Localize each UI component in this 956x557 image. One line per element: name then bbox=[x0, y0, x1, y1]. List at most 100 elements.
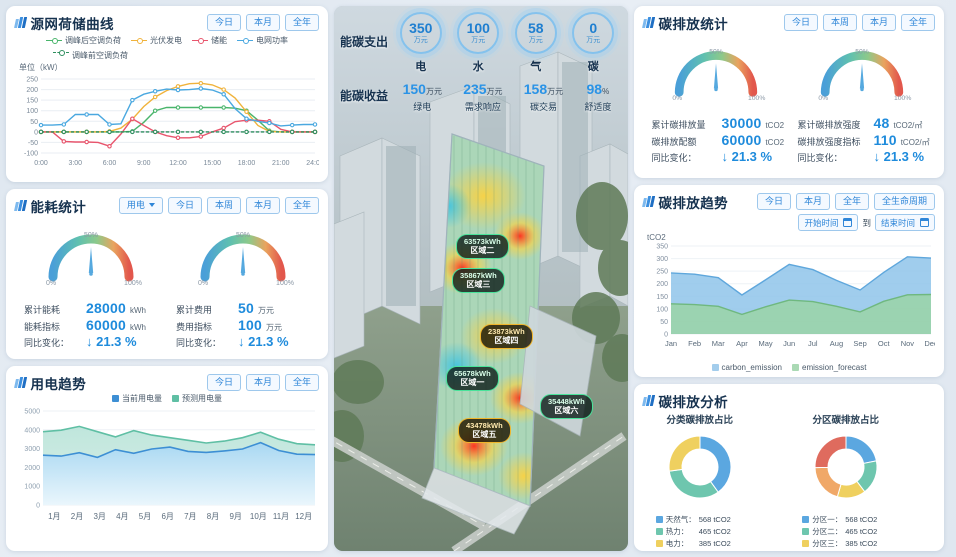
expense-ring: 350 万元 bbox=[399, 12, 442, 54]
svg-text:15:00: 15:00 bbox=[203, 160, 221, 167]
svg-text:50%: 50% bbox=[84, 232, 98, 239]
svg-text:Feb: Feb bbox=[688, 339, 701, 348]
btn-year[interactable]: 全年 bbox=[284, 14, 319, 31]
legend-item[interactable]: 电网功率 bbox=[237, 35, 288, 46]
legend-item[interactable]: 预测用电量 bbox=[172, 393, 222, 404]
zone-tag[interactable]: 65678kWh 区域一 bbox=[446, 366, 499, 391]
legend-item[interactable]: emission_forecast bbox=[792, 363, 866, 372]
btn-today[interactable]: 今日 bbox=[783, 14, 818, 31]
zone-tag[interactable]: 35867kWh 区域三 bbox=[452, 268, 505, 293]
donut-legend-item[interactable]: 热力： 465 tCO2 bbox=[655, 526, 743, 537]
svg-text:Jun: Jun bbox=[783, 339, 795, 348]
panel-carbon-trend: 碳排放趋势 今日 本月 全年 全生命周期 开始时间 到 结束时间 tCO2 bbox=[634, 185, 944, 377]
gauge-energy: 50% 0% 100% bbox=[46, 232, 142, 287]
legend-item[interactable]: 光伏发电 bbox=[131, 35, 182, 46]
svg-text:0%: 0% bbox=[818, 95, 828, 102]
btn-today[interactable]: 今日 bbox=[167, 197, 202, 214]
btn-lifecycle[interactable]: 全生命周期 bbox=[873, 193, 935, 210]
btn-week[interactable]: 本周 bbox=[822, 14, 857, 31]
readout-row: 能耗指标 60000 kWh bbox=[24, 317, 146, 333]
svg-text:300: 300 bbox=[656, 256, 668, 263]
svg-text:Nov: Nov bbox=[901, 339, 915, 348]
donut-legend-item[interactable]: 分区三： 385 tCO2 bbox=[802, 538, 889, 549]
btn-month[interactable]: 本月 bbox=[245, 374, 280, 391]
svg-text:350: 350 bbox=[656, 244, 668, 251]
panel-power-trend: 用电趋势 今日 本月 全年 当前用电量 预测用电量 bbox=[6, 366, 328, 551]
svg-text:100: 100 bbox=[656, 306, 668, 313]
bars-icon bbox=[642, 196, 655, 207]
gauge-carbon-total: 50% 0% 100% bbox=[672, 49, 765, 103]
readout-row: 同比变化： ↓ 21.3 % bbox=[651, 149, 773, 164]
kpi-cell: 100 万元 水 bbox=[457, 12, 500, 74]
expense-ring: 100 万元 bbox=[457, 12, 500, 54]
revenue-cells: 150万元 绿电 235万元 需求响应 158万元 碳交易 98% bbox=[392, 81, 622, 113]
btn-month[interactable]: 本月 bbox=[861, 14, 896, 31]
svg-text:4000: 4000 bbox=[24, 427, 40, 434]
btn-month[interactable]: 本月 bbox=[245, 14, 280, 31]
zone-tag[interactable]: 35448kWh 区域六 bbox=[540, 394, 593, 419]
svg-text:2000: 2000 bbox=[24, 465, 40, 472]
gauge-card: 50% 0% 100% 累计能耗 28000 kWh 能耗指标 60000 kWh 同比变化… bbox=[16, 219, 166, 349]
svg-text:7月: 7月 bbox=[184, 512, 196, 521]
legend-item[interactable]: carbon_emission bbox=[711, 363, 782, 372]
btn-today[interactable]: 今日 bbox=[206, 374, 241, 391]
svg-text:50%: 50% bbox=[709, 49, 723, 56]
calendar-icon bbox=[920, 218, 929, 227]
power-trend-chart: 5000 4000 3000 2000 1000 0 1月 2月 3月 4月 5月 6月 7月 8月 9月… bbox=[24, 409, 316, 521]
panel-title: 碳排放统计 bbox=[642, 13, 728, 33]
svg-text:250: 250 bbox=[26, 77, 38, 84]
svg-text:5月: 5月 bbox=[139, 512, 151, 521]
expense-label: 能碳支出 bbox=[340, 35, 389, 50]
readout-row: 同比变化： ↓ 21.3 % bbox=[797, 149, 925, 164]
btn-year[interactable]: 全年 bbox=[900, 14, 935, 31]
donut-legend-item[interactable]: 分区四：525 tCO2 bbox=[802, 550, 889, 551]
btn-week[interactable]: 本周 bbox=[206, 197, 241, 214]
gauge-readouts: 累计费用 50 万元 费用指标 100 万元 同比变化： ↓ 21.3 % bbox=[168, 299, 318, 349]
donut-legend-item[interactable]: 电力： 385 tCO2 bbox=[655, 538, 743, 549]
legend-item[interactable]: 储能 bbox=[192, 35, 227, 46]
chart-legend: 调峰后空调负荷 光伏发电 储能 电网功率 调峰前空调负荷 bbox=[15, 32, 319, 62]
zone-tag[interactable]: 63573kWh 区域二 bbox=[456, 234, 509, 259]
donut-legend-item[interactable]: 分区一： 568 tCO2 bbox=[802, 514, 889, 525]
kpi-cell: 158万元 碳交易 bbox=[523, 81, 564, 112]
start-date-input[interactable]: 开始时间 bbox=[798, 214, 859, 231]
right-column: 碳排放统计 今日 本周 本月 全年 50% 0% 100% 累计碳排放量 30000 t… bbox=[634, 6, 944, 551]
energy-type-dropdown[interactable]: 用电 bbox=[118, 197, 163, 214]
svg-text:6:00: 6:00 bbox=[103, 160, 117, 167]
btn-month[interactable]: 本月 bbox=[795, 193, 830, 210]
legend-item[interactable]: 调峰前空调负荷 bbox=[31, 49, 303, 61]
btn-year[interactable]: 全年 bbox=[284, 197, 319, 214]
svg-text:Jan: Jan bbox=[665, 339, 677, 348]
kpi-cell: 150万元 绿电 bbox=[402, 81, 442, 112]
panel-source-curve: 源网荷储曲线 今日 本月 全年 调峰后空调负荷 光伏发电 储能 电网功率 调峰前… bbox=[6, 6, 328, 182]
svg-text:11月: 11月 bbox=[273, 512, 289, 521]
expense-cells: 350 万元 电 100 万元 水 58 万元 bbox=[392, 12, 622, 74]
btn-today[interactable]: 今日 bbox=[206, 14, 241, 31]
panel-title-text: 能耗统计 bbox=[30, 199, 87, 215]
start-date-value: 开始时间 bbox=[804, 217, 839, 228]
btn-today[interactable]: 今日 bbox=[756, 193, 791, 210]
panel-carbon-analysis: 碳排放分析 分类碳排放占比 天然气： 568 tCO2 热力： 465 tCO2 电力：… bbox=[634, 384, 944, 551]
svg-text:9月: 9月 bbox=[229, 512, 241, 521]
legend-item[interactable]: 当前用电量 bbox=[112, 393, 162, 404]
gauge-carbon-intensity: 50% 0% 100% bbox=[818, 49, 911, 103]
btn-month[interactable]: 本月 bbox=[245, 197, 280, 214]
end-date-input[interactable]: 结束时间 bbox=[874, 214, 935, 231]
readout-row: 碳排放配额 60000 tCO2 bbox=[651, 132, 785, 148]
donut-legend-item[interactable]: 分区二： 465 tCO2 bbox=[802, 526, 889, 537]
legend-item[interactable]: 调峰后空调负荷 bbox=[46, 35, 121, 46]
svg-text:150: 150 bbox=[656, 294, 668, 301]
gauge-readouts: 累计碳排放强度 48 tCO2/㎡ 碳排放强度指标 110 tCO2/㎡ 同比变化： ↓ … bbox=[790, 114, 935, 164]
donut-legend-item[interactable]: 天然气： 568 tCO2 bbox=[655, 514, 743, 525]
btn-year[interactable]: 全年 bbox=[834, 193, 869, 210]
svg-text:Apr: Apr bbox=[736, 339, 748, 348]
panel-header: 能耗统计 用电 今日 本周 本月 全年 bbox=[14, 196, 319, 215]
zone-tag[interactable]: 43478kWh 区域五 bbox=[458, 418, 511, 443]
svg-text:-100: -100 bbox=[24, 151, 38, 158]
zone-tag[interactable]: 23873kWh 区域四 bbox=[480, 324, 533, 349]
expense-ring: 0 万元 bbox=[572, 12, 615, 54]
panel-building-heatmap[interactable]: 能碳支出 350 万元 电 100 万元 水 bbox=[334, 6, 628, 551]
y-axis-unit: 单位（kW） bbox=[19, 63, 63, 72]
readout-row: 累计碳排放量 30000 tCO2 bbox=[651, 115, 785, 131]
btn-year[interactable]: 全年 bbox=[284, 374, 319, 391]
